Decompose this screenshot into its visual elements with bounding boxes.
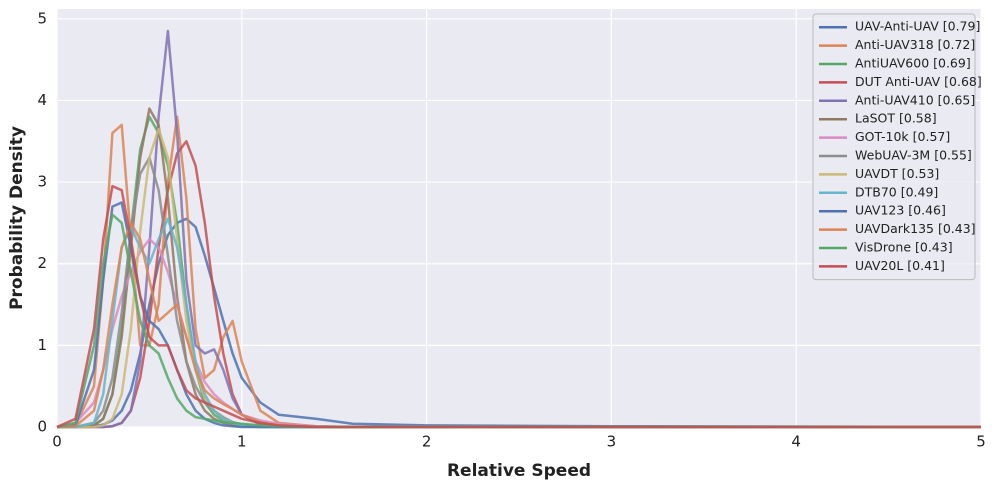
legend-box <box>812 13 976 281</box>
y-axis-label: Probability Density <box>7 126 27 310</box>
legend-label: VisDrone [0.43] <box>855 240 953 255</box>
legend-label: UAV123 [0.46] <box>855 203 946 218</box>
y-tick-label: 0 <box>37 418 47 436</box>
y-tick-label: 4 <box>37 91 47 109</box>
legend: UAV-Anti-UAV [0.79] Anti-UAV318 [0.72] Ant… <box>812 13 982 281</box>
y-tick-label: 2 <box>37 254 47 272</box>
legend-label: UAV20L [0.41] <box>855 258 945 273</box>
legend-label: GOT-10k [0.57] <box>855 129 950 144</box>
x-tick-label: 3 <box>607 433 617 451</box>
density-line <box>56 184 981 429</box>
legend-label: UAVDark135 [0.43] <box>855 221 976 236</box>
x-tick-label: 1 <box>237 433 247 451</box>
legend-label: DUT Anti-UAV [0.68] <box>855 74 982 89</box>
legend-label: DTB70 [0.49] <box>855 184 938 199</box>
legend-label: AntiUAV600 [0.69] <box>855 56 971 71</box>
legend-label: UAVDT [0.53] <box>855 166 939 181</box>
ticks: 0 1 2 3 4 5 0 1 2 3 4 5 <box>37 9 985 450</box>
legend-label: Anti-UAV318 [0.72] <box>855 37 975 52</box>
x-axis-label: Relative Speed <box>447 461 591 481</box>
y-tick-label: 5 <box>37 9 47 27</box>
lines <box>56 29 982 429</box>
legend-label: WebUAV-3M [0.55] <box>855 148 972 163</box>
legend-label: LaSOT [0.58] <box>855 111 937 126</box>
x-tick-label: 0 <box>52 433 62 451</box>
density-line <box>57 217 982 429</box>
x-tick-label: 2 <box>422 433 432 451</box>
legend-label: Anti-UAV410 [0.65] <box>855 92 975 107</box>
x-tick-label: 5 <box>976 433 986 451</box>
y-tick-label: 1 <box>37 336 47 354</box>
legend-label: UAV-Anti-UAV [0.79] <box>855 19 980 34</box>
y-tick-label: 3 <box>37 173 47 191</box>
x-tick-label: 4 <box>791 433 801 451</box>
